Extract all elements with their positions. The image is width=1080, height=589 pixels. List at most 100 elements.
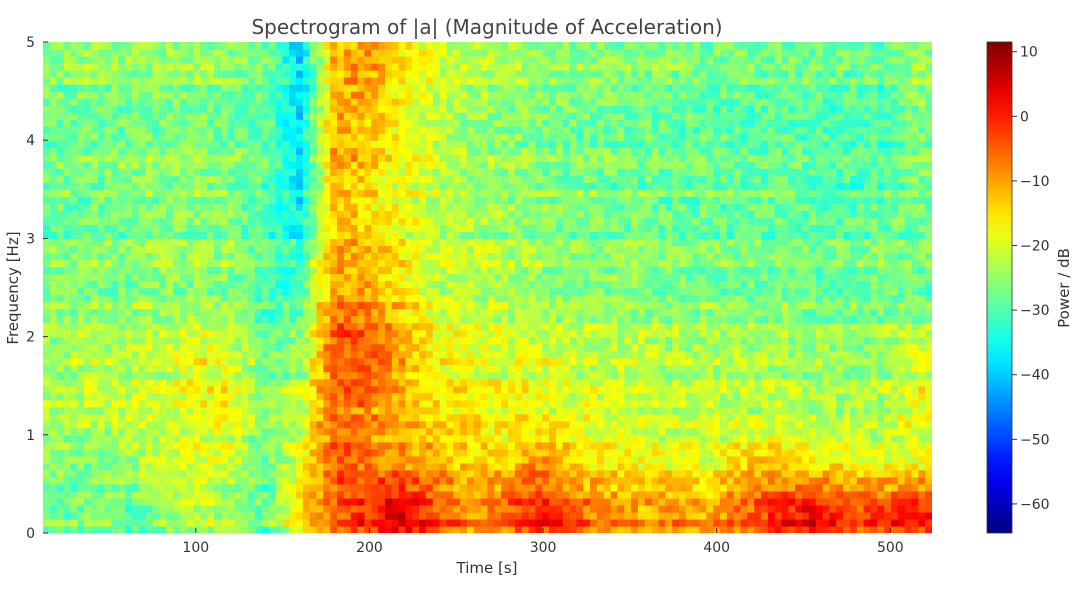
- heatmap-cell: [49, 504, 58, 513]
- heatmap-cell: [918, 413, 926, 422]
- heatmap-cell: [172, 266, 181, 275]
- heatmap-cell: [350, 350, 359, 359]
- heatmap-cell: [692, 525, 701, 533]
- heatmap-cell: [754, 413, 762, 422]
- heatmap-cell: [904, 525, 913, 533]
- heatmap-cell: [843, 462, 851, 471]
- heatmap-cell: [610, 490, 619, 499]
- heatmap-cell: [590, 273, 598, 282]
- heatmap-cell: [884, 273, 892, 282]
- heatmap-cell: [542, 497, 550, 506]
- heatmap-cell: [466, 364, 475, 373]
- heatmap-cell: [808, 336, 817, 345]
- heatmap-cell: [97, 308, 106, 317]
- heatmap-cell: [897, 329, 906, 338]
- heatmap-cell: [43, 483, 51, 492]
- heatmap-cell: [419, 490, 427, 499]
- heatmap-cell: [480, 308, 489, 317]
- heatmap-cell: [261, 308, 270, 317]
- heatmap-cell: [863, 322, 872, 331]
- heatmap-cell: [754, 490, 762, 499]
- heatmap-cell: [822, 420, 831, 429]
- heatmap-cell: [466, 322, 475, 331]
- heatmap-cell: [179, 427, 188, 436]
- heatmap-cell: [603, 336, 612, 345]
- heatmap-cell: [767, 287, 776, 296]
- heatmap-cell: [480, 301, 489, 310]
- heatmap-cell: [672, 266, 680, 275]
- heatmap-cell: [125, 343, 133, 352]
- heatmap-cell: [179, 413, 188, 422]
- heatmap-cell: [111, 378, 119, 387]
- heatmap-cell: [754, 462, 762, 471]
- heatmap-cell: [911, 364, 919, 373]
- heatmap-cell: [364, 336, 372, 345]
- heatmap-cell: [870, 371, 878, 380]
- heatmap-cell: [692, 399, 701, 408]
- heatmap-cell: [145, 259, 154, 268]
- heatmap-cell: [145, 266, 154, 275]
- heatmap-cell: [364, 525, 372, 533]
- heatmap-cell: [56, 385, 65, 394]
- heatmap-cell: [829, 322, 837, 331]
- heatmap-cell: [473, 371, 482, 380]
- heatmap-cell: [179, 371, 188, 380]
- heatmap-cell: [549, 273, 557, 282]
- heatmap-cell: [576, 427, 584, 436]
- heatmap-cell: [528, 399, 536, 408]
- heatmap-cell: [849, 350, 858, 359]
- heatmap-cell: [453, 448, 461, 457]
- heatmap-cell: [877, 448, 885, 457]
- heatmap-cell: [432, 287, 441, 296]
- heatmap-cell: [692, 476, 701, 485]
- heatmap-cell: [555, 308, 564, 317]
- heatmap-cell: [49, 427, 58, 436]
- heatmap-cell: [665, 350, 673, 359]
- heatmap-cell: [576, 294, 584, 303]
- heatmap-cell: [911, 413, 919, 422]
- heatmap-cell: [521, 329, 530, 338]
- heatmap-cell: [316, 511, 324, 520]
- heatmap-cell: [590, 406, 598, 415]
- heatmap-cell: [494, 322, 502, 331]
- heatmap-cell: [268, 420, 277, 429]
- heatmap-cell: [590, 448, 598, 457]
- heatmap-cell: [460, 266, 468, 275]
- heatmap-cell: [562, 371, 571, 380]
- heatmap-cell: [856, 280, 865, 289]
- heatmap-cell: [398, 525, 407, 533]
- heatmap-cell: [849, 329, 858, 338]
- heatmap-cell: [227, 420, 236, 429]
- heatmap-cell: [391, 294, 400, 303]
- heatmap-cell: [227, 315, 236, 324]
- heatmap-cell: [480, 364, 489, 373]
- heatmap-cell: [870, 266, 878, 275]
- heatmap-cell: [63, 399, 71, 408]
- heatmap-cell: [836, 448, 844, 457]
- heatmap-cell: [439, 294, 448, 303]
- heatmap-cell: [549, 371, 557, 380]
- heatmap-cell: [63, 301, 71, 310]
- heatmap-cell: [631, 364, 639, 373]
- heatmap-cell: [480, 406, 489, 415]
- heatmap-cell: [350, 287, 359, 296]
- heatmap-cell: [323, 434, 331, 443]
- heatmap-cell: [63, 497, 71, 506]
- heatmap-cell: [918, 364, 926, 373]
- heatmap-cell: [815, 427, 824, 436]
- heatmap-cell: [651, 420, 660, 429]
- heatmap-cell: [925, 490, 932, 499]
- heatmap-cell: [603, 350, 612, 359]
- heatmap-cell: [364, 518, 372, 527]
- heatmap-cell: [596, 525, 605, 533]
- heatmap-cell: [172, 322, 181, 331]
- heatmap-cell: [925, 504, 932, 513]
- heatmap-cell: [672, 336, 680, 345]
- heatmap-cell: [364, 469, 372, 478]
- heatmap-cell: [166, 392, 174, 401]
- heatmap-cell: [890, 490, 899, 499]
- heatmap-cell: [918, 350, 926, 359]
- heatmap-cell: [371, 455, 379, 464]
- heatmap-cell: [104, 294, 112, 303]
- heatmap-cell: [781, 525, 789, 533]
